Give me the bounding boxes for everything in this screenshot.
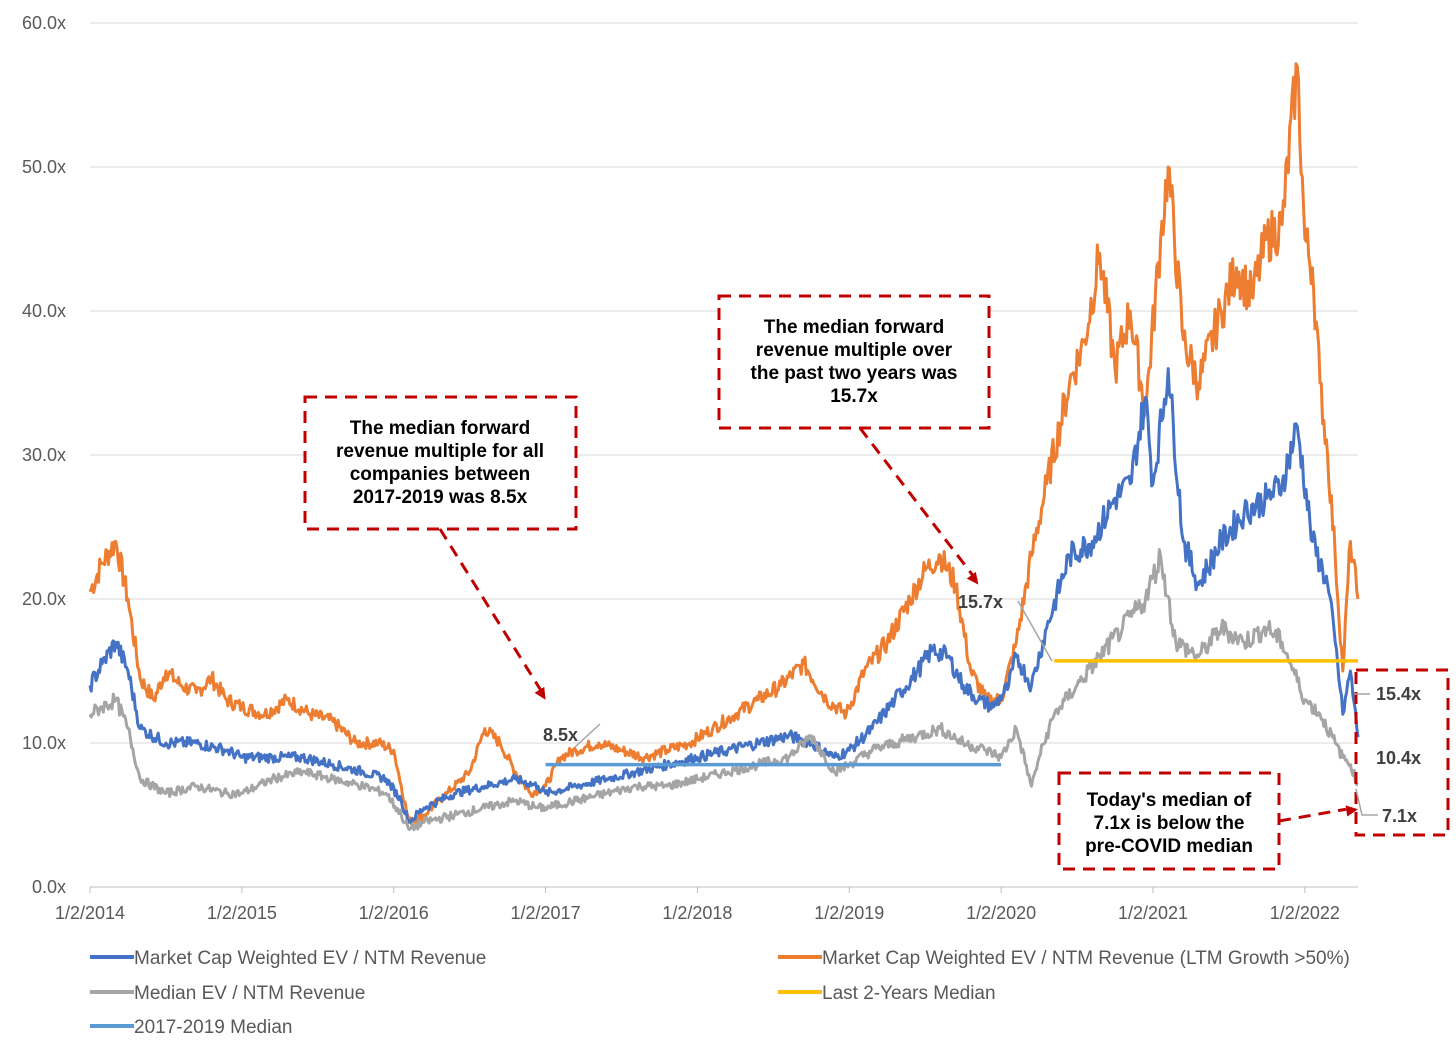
value-label: 15.4x (1376, 684, 1421, 704)
legend-label: Market Cap Weighted EV / NTM Revenue (134, 948, 486, 969)
legend-label: 2017-2019 Median (134, 1017, 292, 1038)
annotation-text: 2017-2019 was 8.5x (353, 487, 528, 508)
value-label: 10.4x (1376, 748, 1421, 768)
y-tick-label: 30.0x (22, 445, 66, 465)
annotation-text: revenue multiple over (756, 340, 953, 361)
end-values-box (1354, 668, 1450, 837)
x-tick-label: 1/2/2022 (1270, 903, 1340, 923)
annotation-text: 15.7x (830, 386, 878, 407)
series-line-median-ev-ntm-revenue (88, 548, 1359, 832)
annotation-arrow (1278, 807, 1347, 823)
y-tick-label: 50.0x (22, 157, 66, 177)
value-label-leader (574, 723, 601, 748)
annotation-text: pre-COVID median (1085, 836, 1253, 857)
value-label: 8.5x (543, 725, 578, 745)
x-tick-label: 1/2/2016 (359, 903, 429, 923)
x-tick-label: 1/2/2021 (1118, 903, 1188, 923)
annotation-text: 7.1x is below the (1094, 813, 1245, 834)
annotation-arrow (438, 528, 547, 699)
series-lines (88, 62, 1360, 832)
x-tick-label: 1/2/2019 (814, 903, 884, 923)
series-line-market-cap-weighted-ev-ntm-revenue (88, 367, 1360, 825)
annotation-text: revenue multiple for all (336, 441, 544, 462)
annotation-text: the past two years was (751, 363, 958, 384)
x-tick-label: 1/2/2014 (55, 903, 125, 923)
annotation-arrowhead (966, 571, 979, 585)
annotation-box (303, 395, 578, 531)
series-line-market-cap-weighted-ev-ntm-revenue-ltm-growth-50 (88, 62, 1360, 826)
annotation-text: The median forward (764, 317, 945, 338)
y-tick-label: 60.0x (22, 13, 66, 33)
value-label-leader (1355, 788, 1378, 816)
x-tick-label: 1/2/2020 (966, 903, 1036, 923)
annotation-text: The median forward (350, 418, 531, 439)
annotation-text: companies between (350, 464, 531, 485)
legend-label: Market Cap Weighted EV / NTM Revenue (LT… (822, 948, 1350, 969)
y-tick-label: 10.0x (22, 733, 66, 753)
legend-label: Median EV / NTM Revenue (134, 983, 365, 1004)
legend: Market Cap Weighted EV / NTM Revenue Mark… (90, 948, 1350, 1038)
y-tick-label: 0.0x (32, 877, 66, 897)
annotation-text: Today's median of (1087, 790, 1252, 811)
y-tick-label: 40.0x (22, 301, 66, 321)
annotation-arrow (858, 427, 980, 584)
value-label: 7.1x (1382, 806, 1417, 826)
gridlines (90, 22, 1358, 744)
annotation-arrowhead (534, 686, 546, 700)
x-tick-label: 1/2/2018 (662, 903, 732, 923)
axes: 0.0x 10.0x 20.0x 30.0x 40.0x 50.0x 60.0x 1/2/20… (22, 13, 1358, 923)
x-tick-label: 1/2/2015 (207, 903, 277, 923)
x-tick-label: 1/2/2017 (511, 903, 581, 923)
y-tick-label: 20.0x (22, 589, 66, 609)
annotation-box (717, 294, 991, 430)
value-label-leader (1017, 600, 1053, 662)
annotation-arrowhead (1345, 805, 1358, 817)
value-label: 15.7x (958, 592, 1003, 612)
legend-label: Last 2-Years Median (822, 983, 996, 1004)
